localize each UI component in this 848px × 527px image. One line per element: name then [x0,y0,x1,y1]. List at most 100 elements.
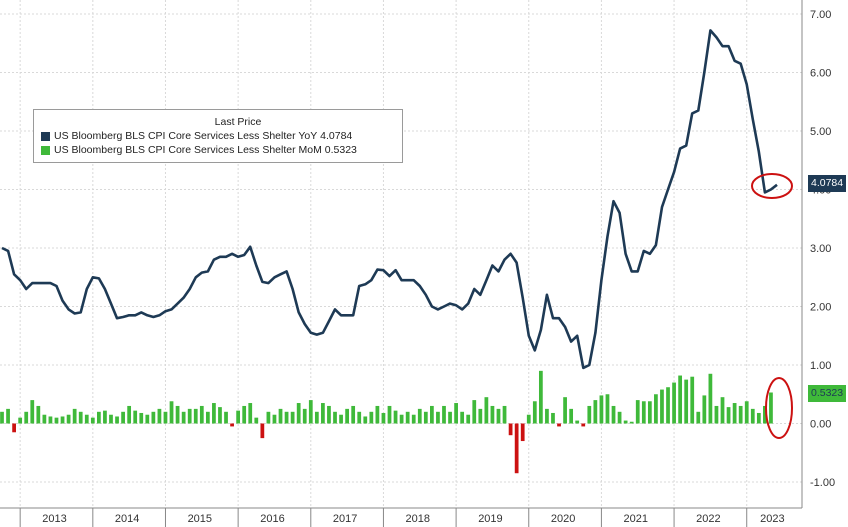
mom-bar [290,411,295,424]
mom-bar [0,411,4,424]
mom-bar [121,411,125,424]
mom-bar [526,414,531,424]
mom-bar [490,405,495,424]
mom-bar [551,412,555,424]
mom-bar [272,414,277,424]
mom-bar [175,405,180,424]
mom-bar [248,403,253,424]
legend-header: Last Price [214,116,262,128]
mom-bar [381,412,386,424]
mom-bar [60,416,65,424]
mom-bar [314,411,319,424]
mom-bar [472,400,477,424]
mom-bar [30,400,35,424]
mom-bar [532,401,537,424]
mom-bar [702,395,707,424]
mom-bar [66,414,71,424]
y-tick-label: 3.00 [810,243,831,255]
mom-bar [357,411,362,424]
mom-bar [12,423,16,433]
mom-bar [254,417,259,424]
mom-bar [508,423,513,436]
mom-bars [0,370,773,474]
mom-bar [750,408,755,424]
mom-bar [629,421,634,424]
mom-bar [635,400,640,424]
mom-bar [623,420,628,424]
mom-bar [538,370,543,424]
mom-bar [756,412,761,424]
mom-bar [732,403,737,424]
mom-bar [417,408,422,424]
x-tick-label: 2022 [696,513,720,525]
mom-bar [569,408,574,424]
mom-bar [387,405,392,424]
mom-bar [375,405,380,424]
mom-bar [714,405,719,424]
mom-bar [42,414,47,424]
mom-bar [557,423,561,427]
mom-bar [587,405,592,424]
mom-bar [484,397,489,424]
mom-bar [218,407,222,424]
mom-bar [321,403,325,424]
mom-bar [672,382,676,424]
mom-bar [660,389,664,424]
mom-bar [308,400,313,424]
mom-bar [278,408,283,424]
y-axis-labels: -1.000.001.002.003.004.005.006.007.00 [810,9,835,489]
x-tick-label: 2021 [624,513,648,525]
mom-bar [654,394,658,424]
mom-highlight-circle [765,377,793,439]
mom-bar [423,411,428,424]
grid-lines [0,0,803,527]
x-tick-label: 2016 [260,513,284,525]
mom-bar [763,405,767,424]
mom-bar [127,405,132,424]
yoy-last-value-tag: 4.0784 [808,175,847,192]
mom-bar [351,405,356,424]
mom-bar [18,417,23,424]
y-tick-label: 7.00 [810,9,831,21]
x-tick-label: 2013 [42,513,66,525]
legend-label-mom: US Bloomberg BLS CPI Core Services Less … [54,144,322,156]
legend-swatch-yoy [41,131,50,141]
mom-bar [460,411,465,424]
mom-bar [212,403,216,424]
mom-bar [36,405,41,424]
mom-bar [72,408,77,424]
mom-bar [96,411,101,424]
mom-bar [514,423,519,474]
mom-bar [181,411,186,424]
mom-bar [205,411,210,424]
mom-bar [690,376,695,424]
x-tick-label: 2017 [333,513,357,525]
mom-bar [563,397,567,424]
mom-bar [284,411,289,424]
mom-bar [442,405,446,424]
mom-bar [647,401,652,424]
mom-bar [478,408,483,424]
mom-bar [581,423,586,427]
mom-bar [103,410,107,424]
mom-bar [448,411,452,424]
mom-bar [48,416,53,424]
mom-bar [260,423,265,439]
y-tick-label: 2.00 [810,302,831,314]
mom-bar [187,408,192,424]
legend-swatch-mom [41,145,50,155]
mom-bar [369,411,374,424]
mom-bar [405,411,410,424]
mom-bar [6,408,10,424]
mom-bar [605,394,610,424]
x-tick-label: 2023 [760,513,784,525]
y-tick-label: -1.00 [810,477,835,489]
mom-bar [224,411,228,424]
mom-bar [199,405,204,424]
x-tick-label: 2014 [115,513,139,525]
mom-bar [115,416,119,424]
mom-bar [696,411,701,424]
legend-label-yoy: US Bloomberg BLS CPI Core Services Less … [54,130,318,142]
mom-bar [327,405,331,424]
